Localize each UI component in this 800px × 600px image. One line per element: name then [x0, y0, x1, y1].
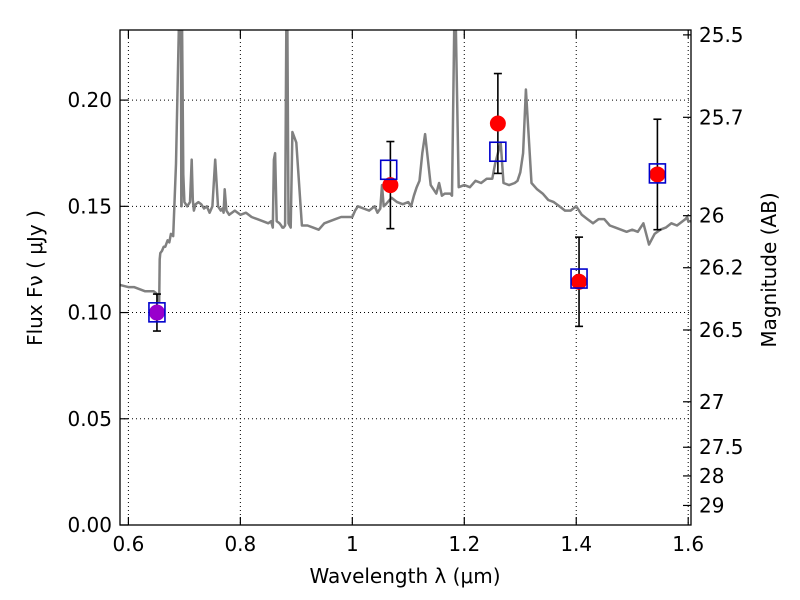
y2-tick-label: 27.5: [699, 435, 744, 459]
y2-tick-labels: 25.5 25.7 26 26.2 26.5 27 27.5 28 29: [699, 23, 744, 518]
y2-tick-label: 29: [699, 493, 724, 517]
axis-ticks: [120, 30, 691, 526]
y-tick-label: 0.05: [67, 407, 112, 431]
y2-tick-label: 26: [699, 204, 724, 228]
x-tick-label: 0.6: [112, 532, 144, 556]
model-spectrum-line: [120, 30, 691, 304]
observed-point: [489, 115, 506, 132]
model-square-point: [148, 302, 166, 323]
x-tick-label: 1: [346, 532, 359, 556]
y-tick-label: 0.20: [67, 88, 112, 112]
model-square-point: [648, 163, 667, 184]
y-axis-label: Flux Fν ( μJy ): [23, 210, 47, 346]
x-tick-label: 1.4: [560, 532, 592, 556]
x-tick-labels: 0.6 0.8 1 1.2 1.4 1.6: [112, 532, 704, 556]
y2-tick-label: 28: [699, 464, 724, 488]
observed-point: [649, 166, 666, 183]
y2-tick-label: 26.5: [699, 318, 744, 342]
observed-point: [382, 177, 399, 194]
x-tick-label: 0.8: [224, 532, 256, 556]
model-square-point: [379, 159, 398, 181]
x-axis-label: Wavelength λ (μm): [309, 564, 500, 588]
model-photometry-points: [148, 141, 667, 323]
observed-point: [148, 304, 165, 321]
observed-points: [148, 115, 666, 321]
plot-frame: [119, 29, 692, 526]
observed-point: [571, 273, 588, 290]
y-tick-label: 0.10: [67, 301, 112, 325]
y2-tick-label: 27: [699, 390, 724, 414]
model-square-point: [489, 141, 507, 163]
y-tick-label: 0.15: [67, 194, 112, 218]
y2-tick-label: 26.2: [699, 256, 744, 280]
y-tick-labels: 0.00 0.05 0.10 0.15 0.20: [67, 88, 112, 537]
y2-tick-label: 25.7: [699, 105, 744, 129]
x-tick-label: 1.2: [448, 532, 480, 556]
y-tick-label: 0.00: [67, 513, 112, 537]
y2-axis-label: Magnitude (AB): [757, 192, 781, 347]
y2-tick-label: 25.5: [699, 23, 744, 47]
grid: [120, 30, 691, 525]
model-square-point: [570, 268, 588, 289]
x-tick-label: 1.6: [672, 532, 704, 556]
